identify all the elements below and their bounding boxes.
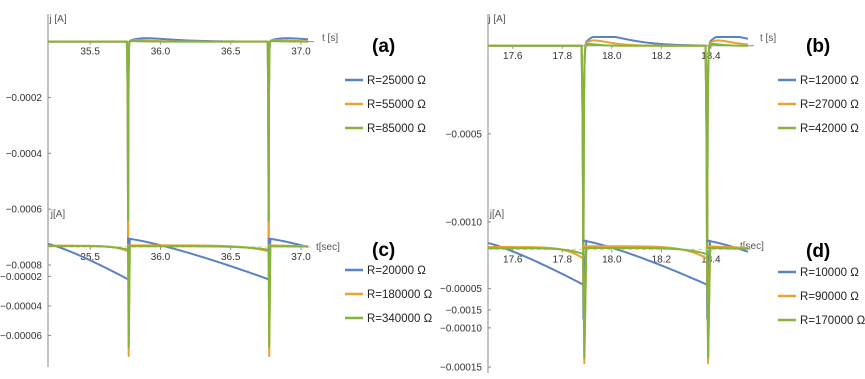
series-line-3 — [487, 43, 749, 269]
x-tick-label: 36.5 — [221, 47, 241, 58]
y-tick-label: −0.00005 — [440, 284, 482, 295]
x-tick-label: 37.0 — [291, 252, 311, 263]
y-tick-label: −0.0006 — [6, 205, 43, 216]
legend-entry: R=55000 Ω — [367, 99, 426, 111]
x-tick-label: 17.8 — [553, 254, 573, 265]
x-tick-label: 17.8 — [553, 51, 573, 62]
legend-entry: R=85000 Ω — [367, 123, 426, 135]
series-line-3 — [47, 40, 309, 222]
panel-label: (c) — [372, 240, 395, 261]
legend-entry: R=12000 Ω — [800, 75, 859, 87]
y-axis-label: j[A] — [50, 209, 66, 220]
y-tick-label: −0.0015 — [446, 305, 483, 316]
x-tick-label: 18.2 — [652, 254, 672, 265]
legend-entry: R=170000 Ω — [800, 315, 865, 327]
y-tick-label: −0.00010 — [440, 323, 482, 334]
panel-label: (b) — [806, 36, 830, 57]
legend-entry: R=10000 Ω — [800, 267, 859, 279]
chart-panel-b: 17.6 17.8 18.0 18.2 18.4 −0.0005 −0.0010 −0.001… — [446, 14, 859, 326]
x-axis-label: t[sec] — [316, 242, 340, 253]
y-tick-label: −0.0010 — [446, 217, 483, 228]
series-line-3 — [48, 245, 309, 349]
y-tick-label: −0.00006 — [0, 331, 42, 342]
legend-entry: R=25000 Ω — [367, 75, 426, 87]
x-tick-label: 18.2 — [652, 51, 672, 62]
x-tick-label: 35.5 — [80, 252, 100, 263]
series-line-1 — [487, 239, 749, 286]
legend-entry: R=340000 Ω — [367, 313, 433, 325]
x-axis-label: t [s] — [322, 33, 338, 44]
legend-entry: R=27000 Ω — [800, 99, 859, 111]
x-tick-label: 36.0 — [151, 47, 171, 58]
y-tick-label: −0.0008 — [6, 261, 43, 272]
x-tick-label: 18.0 — [602, 254, 622, 265]
y-tick-label: −0.0004 — [6, 149, 43, 160]
x-tick-label: 17.6 — [503, 254, 523, 265]
series-line-1 — [47, 237, 309, 281]
panel-label: (a) — [372, 36, 395, 57]
panel-label: (d) — [806, 241, 830, 262]
y-axis-label: j[A] — [489, 209, 505, 220]
x-axis-label: t[sec] — [740, 241, 764, 252]
x-tick-label: 36.5 — [221, 252, 241, 263]
y-tick-label: −0.00015 — [440, 363, 482, 374]
legend-entry: R=90000 Ω — [800, 291, 859, 303]
legend-entry: R=20000 Ω — [367, 265, 426, 277]
x-tick-label: 18.4 — [701, 254, 721, 265]
chart-panel-a: 35.5 36.0 36.5 37.0 −0.0002 −0.0004 −0.0006 −0.… — [6, 14, 426, 272]
y-tick-label: −0.00002 — [0, 272, 42, 283]
x-tick-label: 37.0 — [291, 47, 311, 58]
series-line-3 — [488, 247, 749, 359]
x-tick-label: 17.6 — [503, 51, 523, 62]
legend-entry: R=42000 Ω — [800, 123, 859, 135]
y-tick-label: −0.00004 — [0, 301, 42, 312]
chart-panel-c: 35.5 36.0 36.5 37.0 −0.00002 −0.00004 −0.00006… — [0, 206, 433, 367]
series-line-2 — [488, 245, 749, 365]
y-axis-label: j [A] — [487, 14, 505, 25]
y-axis-label: j [A] — [48, 14, 66, 25]
x-tick-label: 35.5 — [80, 47, 100, 58]
x-tick-label: 36.0 — [151, 252, 171, 263]
x-tick-label: 18.4 — [701, 51, 721, 62]
legend-entry: R=180000 Ω — [367, 289, 433, 301]
x-tick-label: 18.0 — [602, 51, 622, 62]
x-axis-label: t [s] — [760, 33, 776, 44]
y-tick-label: −0.0002 — [6, 93, 43, 104]
y-tick-label: −0.0005 — [446, 129, 483, 140]
chart-panel-d: 17.6 17.8 18.0 18.2 18.4 −0.00005 −0.00010 −0.0… — [440, 206, 865, 374]
